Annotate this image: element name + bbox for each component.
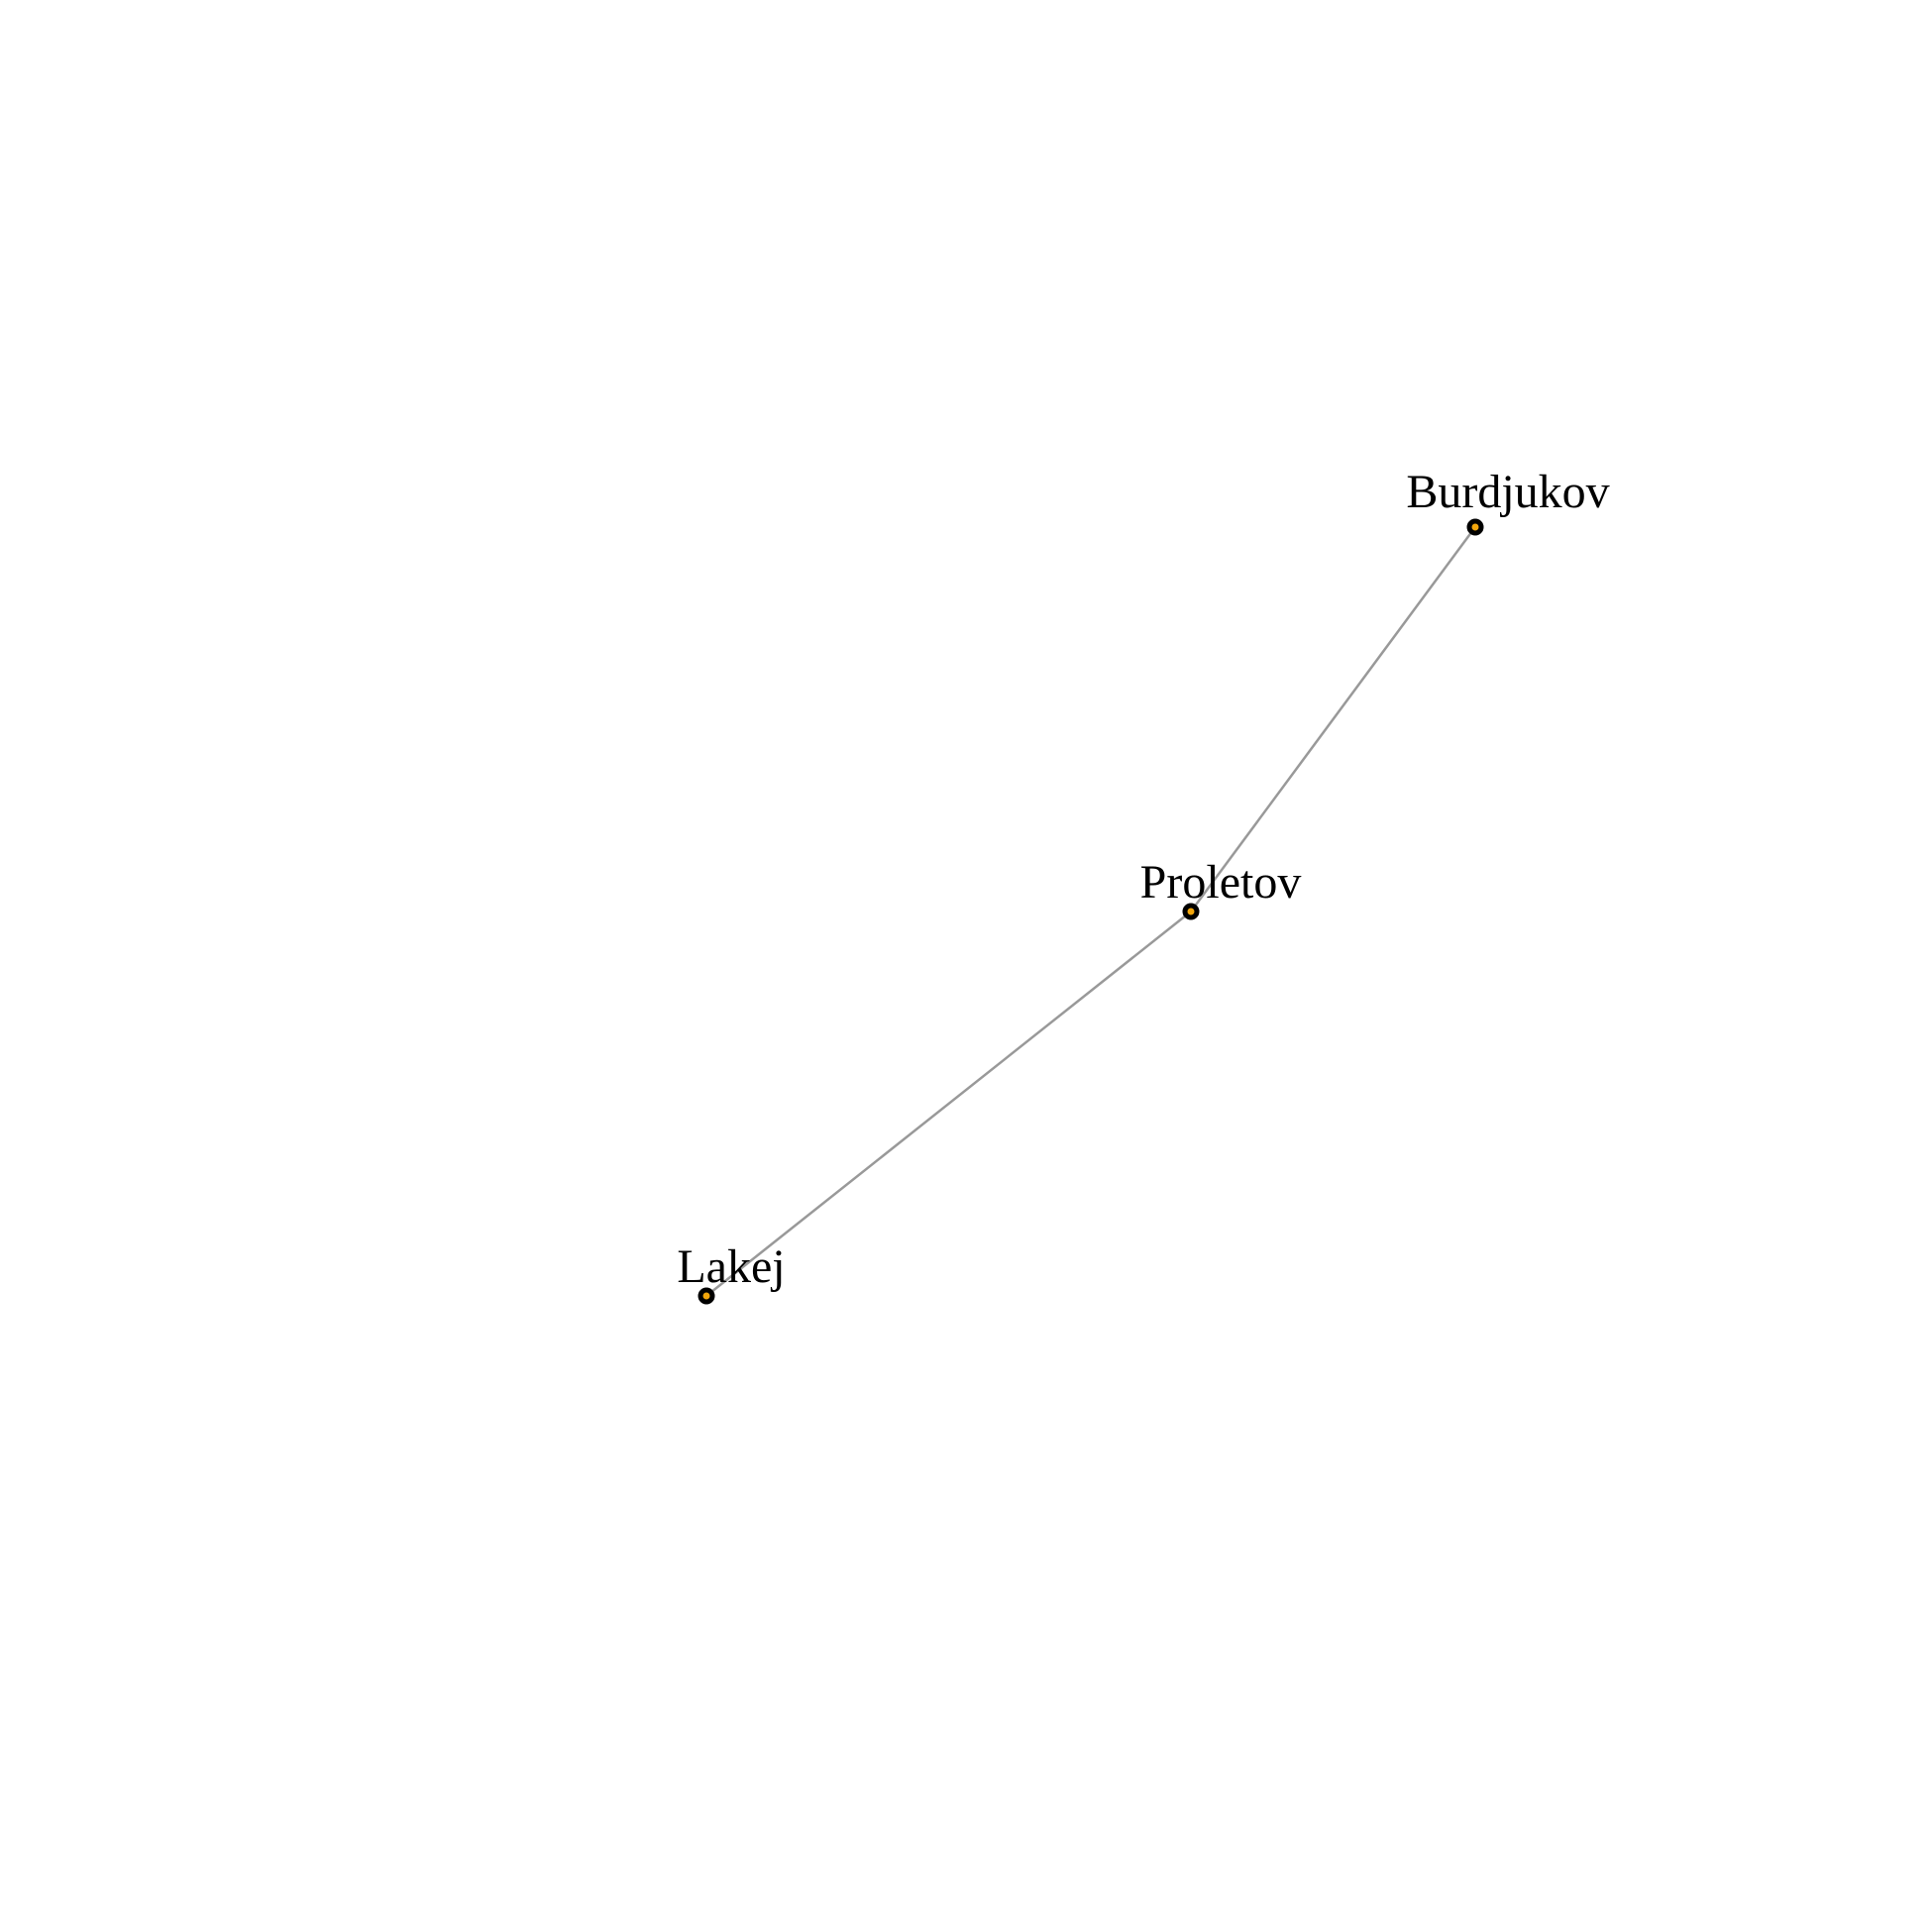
node-marker-lakej[interactable] — [698, 1287, 715, 1305]
node-lakej[interactable]: Lakej — [677, 1240, 786, 1305]
edge-burdjukov-proletov — [1189, 525, 1477, 913]
node-marker-proletov[interactable] — [1182, 903, 1200, 920]
edge-group — [704, 525, 1477, 1298]
node-label-lakej: Lakej — [677, 1240, 785, 1293]
node-group: Burdjukov Proletov Lakej — [677, 466, 1610, 1305]
node-proletov[interactable]: Proletov — [1140, 856, 1302, 920]
node-label-proletov: Proletov — [1140, 856, 1302, 909]
node-label-burdjukov: Burdjukov — [1406, 466, 1609, 518]
node-burdjukov[interactable]: Burdjukov — [1406, 466, 1610, 536]
node-marker-burdjukov[interactable] — [1466, 518, 1484, 536]
edge-proletov-lakej — [704, 910, 1193, 1298]
